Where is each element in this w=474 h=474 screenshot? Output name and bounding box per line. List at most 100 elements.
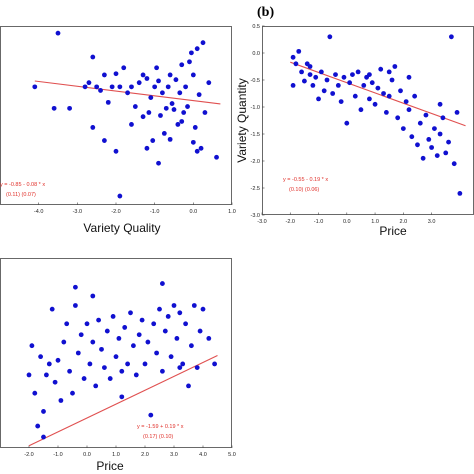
data-point	[338, 99, 344, 104]
plot-frame	[0, 26, 232, 205]
data-point	[310, 83, 316, 88]
data-point	[183, 321, 189, 327]
data-point	[41, 434, 46, 440]
data-point	[307, 64, 313, 69]
data-point	[90, 54, 96, 60]
data-point	[102, 365, 107, 371]
data-point	[212, 361, 218, 367]
data-point	[389, 77, 395, 83]
data-point	[302, 78, 307, 84]
data-point	[125, 90, 130, 96]
x-tick-label: -1.0	[314, 219, 323, 225]
y-tick-label: -3.0	[251, 213, 260, 219]
y-tick-label: 0.5	[252, 24, 260, 30]
data-point	[206, 80, 212, 86]
data-point	[110, 314, 116, 319]
x-tick-label: 3.0	[170, 452, 178, 458]
data-point	[55, 357, 61, 363]
data-point	[144, 76, 150, 81]
data-point	[313, 74, 319, 80]
data-point	[437, 101, 443, 107]
data-point	[51, 105, 57, 111]
data-point	[202, 110, 208, 115]
regression-std-errors: (0.11) (0.07)	[6, 192, 36, 198]
x-tick-label: -1.0	[53, 452, 62, 458]
y-tick-label: -1.0	[251, 105, 260, 111]
data-point	[299, 69, 304, 75]
data-point	[177, 365, 183, 371]
data-point	[383, 110, 389, 115]
data-point	[386, 93, 392, 99]
regression-equation: y = -0.55 - 0.19 * x	[283, 177, 328, 183]
data-point	[426, 137, 432, 142]
y-tick-label: 0.0	[252, 51, 260, 57]
data-point	[185, 104, 190, 109]
regression-std-errors: (0.10) (0.06)	[289, 187, 319, 193]
data-point	[98, 88, 103, 93]
data-point	[335, 83, 341, 88]
data-point	[352, 93, 358, 99]
data-point	[434, 153, 440, 159]
x-tick-label: 5.0	[228, 452, 236, 458]
data-point	[128, 310, 133, 316]
data-point	[129, 84, 134, 90]
data-point	[64, 321, 70, 327]
data-point	[44, 372, 49, 378]
data-point	[78, 332, 84, 338]
x-axis-title: Price	[379, 224, 407, 238]
x-tick-label: 4.0	[199, 452, 207, 458]
data-point	[125, 361, 130, 367]
data-point	[344, 120, 350, 126]
data-point	[392, 64, 398, 69]
data-point	[93, 383, 99, 389]
data-point	[167, 72, 173, 78]
data-point	[179, 119, 185, 124]
data-point	[160, 281, 165, 286]
data-point	[144, 145, 150, 151]
data-point	[29, 343, 35, 349]
data-point	[61, 339, 67, 345]
data-point	[55, 30, 61, 36]
data-point	[190, 139, 196, 145]
data-point	[214, 154, 219, 160]
data-point	[67, 368, 72, 374]
data-point	[341, 74, 347, 80]
x-tick-label: 0.0	[343, 219, 351, 225]
data-point	[87, 361, 93, 367]
data-point	[451, 161, 457, 167]
y-axis-title: Variety Quantity	[235, 78, 249, 162]
data-point	[73, 284, 78, 290]
data-point	[177, 90, 183, 96]
data-point	[381, 91, 386, 96]
data-point	[90, 293, 96, 299]
y-tick-label: -1.5	[251, 132, 260, 138]
data-point	[440, 115, 446, 121]
data-point	[378, 66, 384, 72]
regression-line	[290, 61, 466, 127]
data-point	[70, 390, 75, 396]
data-point	[406, 74, 412, 80]
data-point	[400, 126, 406, 131]
x-tick-label: -3.0	[257, 219, 266, 225]
data-point	[107, 376, 113, 381]
x-tick-label: -2.0	[24, 452, 33, 458]
data-point	[160, 368, 165, 374]
panel-price-vs-variety-quantity: -3.0 -2.0 -1.0 0.0 1.0 2.0 3.0 0.5 0.0 -0.5 -1.0 -1…	[235, 5, 474, 238]
data-point	[403, 99, 409, 104]
regression-equation: y = -0.85 - 0.08 * x	[0, 182, 45, 188]
x-tick-label: -2.0	[111, 209, 120, 215]
data-point	[375, 85, 381, 91]
data-point	[186, 383, 191, 389]
data-point	[35, 423, 41, 429]
data-point	[200, 306, 206, 312]
data-point	[32, 390, 38, 396]
data-point	[355, 69, 361, 75]
data-point	[116, 335, 122, 341]
plot-frame	[0, 258, 232, 448]
data-point	[160, 90, 165, 96]
data-point	[140, 114, 146, 120]
data-point	[58, 398, 64, 403]
data-point	[133, 372, 139, 378]
data-point	[150, 138, 156, 143]
x-tick-label: -2.0	[286, 219, 295, 225]
